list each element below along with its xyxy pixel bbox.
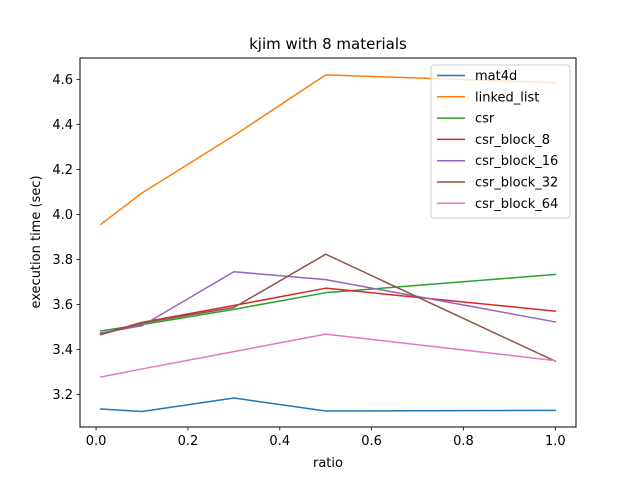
x-tick-label: 0.4 <box>269 434 290 449</box>
x-tick-label: 0.0 <box>86 434 107 449</box>
y-tick-label: 4.4 <box>52 118 73 133</box>
legend-label: csr_block_32 <box>475 176 558 191</box>
y-tick-label: 3.8 <box>52 253 73 268</box>
legend-label: csr_block_64 <box>475 197 558 212</box>
y-tick-label: 3.2 <box>52 388 73 403</box>
y-axis: 3.2 3.4 3.6 3.8 4.0 4.2 4.4 4.6 <box>52 73 80 403</box>
series-line-csr-block-8 <box>99 287 557 336</box>
y-tick-label: 3.4 <box>52 343 73 358</box>
plot-frame <box>79 57 577 428</box>
series-line-linked-list <box>99 74 557 226</box>
y-tick-label: 3.6 <box>52 298 73 313</box>
y-tick-label: 4.0 <box>52 208 73 223</box>
x-tick-label: 0.8 <box>453 434 474 449</box>
x-axis: 0.0 0.2 0.4 0.6 0.8 1.0 <box>86 427 566 449</box>
series-line-csr-block-16 <box>99 271 557 334</box>
x-tick-label: 0.2 <box>178 434 199 449</box>
x-axis-label: ratio <box>313 456 343 471</box>
series-line-csr <box>99 273 557 332</box>
legend-label: linked_list <box>475 90 539 105</box>
series-line-csr-block-32 <box>99 253 557 363</box>
y-tick-label: 4.6 <box>52 73 73 88</box>
series-line-csr-block-64 <box>99 333 557 378</box>
legend-label: csr_block_8 <box>475 133 550 148</box>
x-tick-label: 1.0 <box>545 434 566 449</box>
series-line-mat4d <box>99 397 557 413</box>
y-axis-label: execution time (sec) <box>29 175 44 308</box>
legend-box <box>430 64 571 219</box>
y-tick-label: 4.2 <box>52 163 73 178</box>
chart-title: kjim with 8 materials <box>249 35 407 53</box>
legend-label: mat4d <box>475 69 517 84</box>
legend-label: csr <box>475 112 495 127</box>
plot-lines <box>99 74 557 413</box>
x-tick-label: 0.6 <box>361 434 382 449</box>
legend-label: csr_block_16 <box>475 154 558 169</box>
